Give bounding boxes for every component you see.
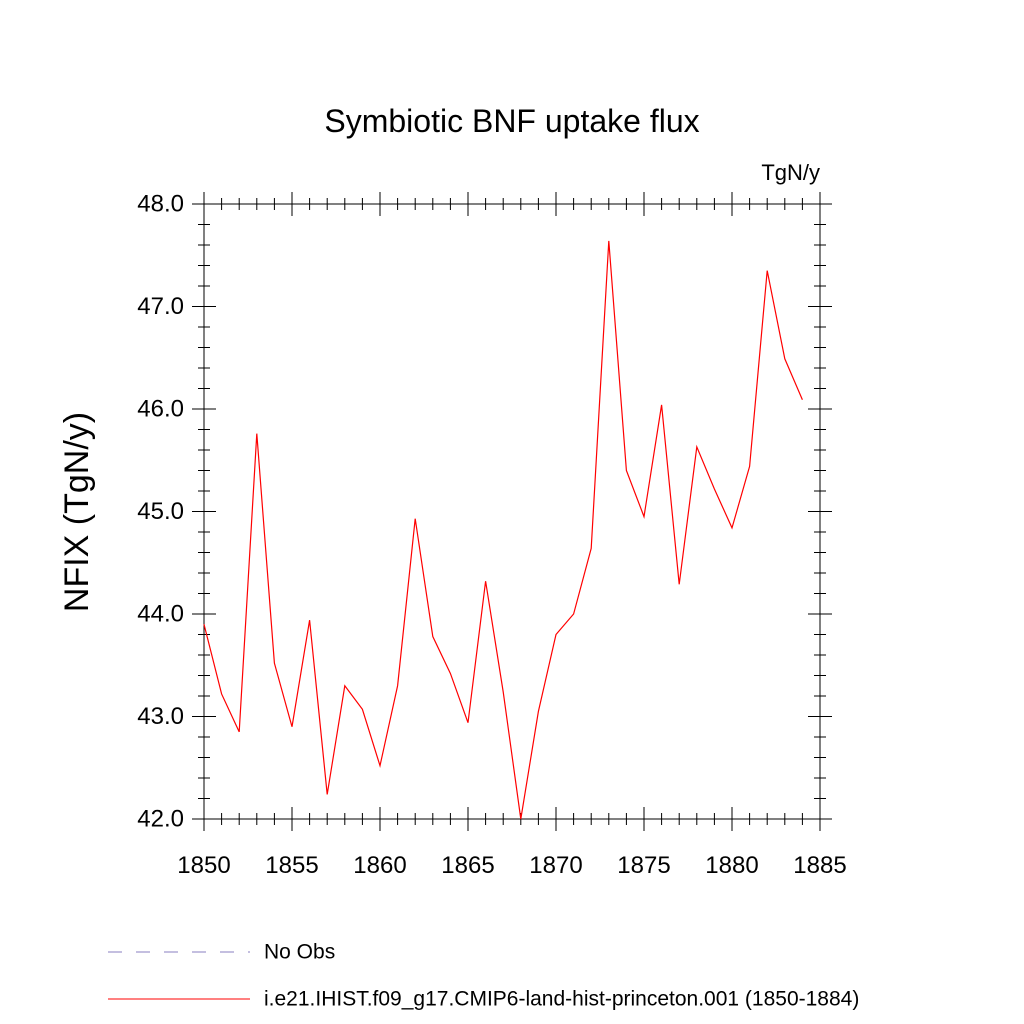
y-tick-label: 43.0 xyxy=(137,703,184,730)
x-tick-label: 1865 xyxy=(441,852,494,879)
y-tick-label: 47.0 xyxy=(137,293,184,320)
legend: No Obs i.e21.IHIST.f09_g17.CMIP6-land-his… xyxy=(108,941,859,1011)
x-tick-label: 1850 xyxy=(177,852,230,879)
plot-frame xyxy=(203,203,821,820)
x-axis-ticks: 1850 1855 1860 1865 1870 1875 1880 1885 xyxy=(177,192,847,879)
chart-title: Symbiotic BNF uptake flux xyxy=(324,103,699,139)
y-tick-label: 42.0 xyxy=(137,806,184,833)
series-line-1 xyxy=(203,240,803,820)
x-tick-label: 1870 xyxy=(529,852,582,879)
y-tick-label: 46.0 xyxy=(137,396,184,423)
units-label: TgN/y xyxy=(761,160,820,185)
y-tick-label: 48.0 xyxy=(137,191,184,218)
x-tick-label: 1875 xyxy=(617,852,670,879)
y-axis-label: NFIX (TgN/y) xyxy=(58,412,96,612)
plot-border xyxy=(203,203,821,820)
y-tick-label: 44.0 xyxy=(137,601,184,628)
legend-label-1: i.e21.IHIST.f09_g17.CMIP6-land-hist-prin… xyxy=(264,988,859,1011)
x-tick-label: 1855 xyxy=(265,852,318,879)
x-tick-label: 1860 xyxy=(353,852,406,879)
x-tick-label: 1885 xyxy=(793,852,846,879)
y-tick-label: 45.0 xyxy=(137,498,184,525)
series-lines xyxy=(203,240,803,820)
y-axis-ticks: 42.0 43.0 44.0 45.0 46.0 47.0 48.0 xyxy=(137,191,832,833)
x-tick-label: 1880 xyxy=(705,852,758,879)
legend-label-0: No Obs xyxy=(264,941,335,964)
